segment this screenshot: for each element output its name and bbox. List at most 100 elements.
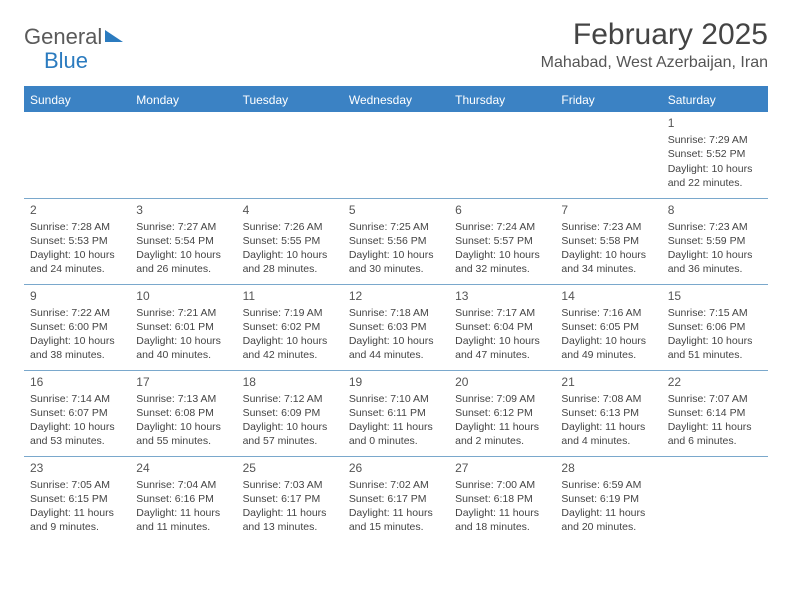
logo-text-2-wrap: Blue: [44, 48, 788, 74]
day-number: 4: [243, 202, 337, 218]
day-number: 16: [30, 374, 124, 390]
weekday-header: Friday: [555, 88, 661, 112]
calendar-cell: 17Sunrise: 7:13 AMSunset: 6:08 PMDayligh…: [130, 370, 236, 456]
day-info: Sunrise: 7:26 AMSunset: 5:55 PMDaylight:…: [243, 220, 337, 277]
calendar-cell: 26 Sunrise: 7:02 AMSunset: 6:17 PMDayligh…: [343, 456, 449, 542]
logo-text-1: General: [24, 24, 102, 50]
calendar-row: 16 Sunrise: 7:14 AMSunset: 6:07 PMDayligh…: [24, 370, 768, 456]
calendar-cell: 10Sunrise: 7:21 AMSunset: 6:01 PMDayligh…: [130, 284, 236, 370]
day-number: 11: [243, 288, 337, 304]
calendar-cell: [343, 112, 449, 198]
day-number: 13: [455, 288, 549, 304]
day-info: Sunrise: 7:09 AMSunset: 6:12 PMDaylight:…: [455, 392, 549, 449]
calendar-cell: 15 Sunrise: 7:15 AMSunset: 6:06 PMDayligh…: [662, 284, 768, 370]
day-info: Sunrise: 7:23 AMSunset: 5:58 PMDaylight:…: [561, 220, 655, 277]
weekday-header: Sunday: [24, 88, 130, 112]
calendar-cell: 19 Sunrise: 7:10 AMSunset: 6:11 PMDayligh…: [343, 370, 449, 456]
calendar-cell: 20 Sunrise: 7:09 AMSunset: 6:12 PMDayligh…: [449, 370, 555, 456]
day-number: 5: [349, 202, 443, 218]
day-number: 8: [668, 202, 762, 218]
logo-text-2: Blue: [44, 48, 88, 73]
calendar-cell: [237, 112, 343, 198]
day-info: Sunrise: 6:59 AMSunset: 6:19 PMDaylight:…: [561, 478, 655, 535]
weekday-header: Wednesday: [343, 88, 449, 112]
calendar-cell: 25Sunrise: 7:03 AMSunset: 6:17 PMDayligh…: [237, 456, 343, 542]
day-number: 24: [136, 460, 230, 476]
day-info: Sunrise: 7:24 AMSunset: 5:57 PMDaylight:…: [455, 220, 549, 277]
day-number: 25: [243, 460, 337, 476]
calendar-cell: 23Sunrise: 7:05 AMSunset: 6:15 PMDayligh…: [24, 456, 130, 542]
logo: General: [24, 18, 123, 50]
calendar-cell: [24, 112, 130, 198]
day-number: 1: [668, 115, 762, 131]
day-number: 18: [243, 374, 337, 390]
day-number: 22: [668, 374, 762, 390]
day-info: Sunrise: 7:18 AMSunset: 6:03 PMDaylight:…: [349, 306, 443, 363]
calendar-cell: 13 Sunrise: 7:17 AMSunset: 6:04 PMDayligh…: [449, 284, 555, 370]
calendar-cell: 18Sunrise: 7:12 AMSunset: 6:09 PMDayligh…: [237, 370, 343, 456]
day-info: Sunrise: 7:10 AMSunset: 6:11 PMDaylight:…: [349, 392, 443, 449]
calendar-cell: [555, 112, 661, 198]
day-info: Sunrise: 7:08 AMSunset: 6:13 PMDaylight:…: [561, 392, 655, 449]
calendar-body: 1 Sunrise: 7:29 AMSunset: 5:52 PMDaylight…: [24, 112, 768, 542]
day-number: 19: [349, 374, 443, 390]
day-number: 21: [561, 374, 655, 390]
calendar-cell: 12Sunrise: 7:18 AMSunset: 6:03 PMDayligh…: [343, 284, 449, 370]
calendar-cell: 24 Sunrise: 7:04 AMSunset: 6:16 PMDayligh…: [130, 456, 236, 542]
calendar-cell: 11 Sunrise: 7:19 AMSunset: 6:02 PMDayligh…: [237, 284, 343, 370]
day-info: Sunrise: 7:16 AMSunset: 6:05 PMDaylight:…: [561, 306, 655, 363]
day-number: 26: [349, 460, 443, 476]
calendar-row: 9Sunrise: 7:22 AMSunset: 6:00 PMDaylight…: [24, 284, 768, 370]
calendar-cell: 27Sunrise: 7:00 AMSunset: 6:18 PMDayligh…: [449, 456, 555, 542]
day-info: Sunrise: 7:28 AMSunset: 5:53 PMDaylight:…: [30, 220, 124, 277]
calendar-cell: 4 Sunrise: 7:26 AMSunset: 5:55 PMDaylight…: [237, 198, 343, 284]
calendar-row: 23Sunrise: 7:05 AMSunset: 6:15 PMDayligh…: [24, 456, 768, 542]
day-number: 2: [30, 202, 124, 218]
day-info: Sunrise: 7:15 AMSunset: 6:06 PMDaylight:…: [668, 306, 762, 363]
day-number: 28: [561, 460, 655, 476]
calendar-cell: 22 Sunrise: 7:07 AMSunset: 6:14 PMDayligh…: [662, 370, 768, 456]
day-number: 23: [30, 460, 124, 476]
day-info: Sunrise: 7:17 AMSunset: 6:04 PMDaylight:…: [455, 306, 549, 363]
day-info: Sunrise: 7:23 AMSunset: 5:59 PMDaylight:…: [668, 220, 762, 277]
day-info: Sunrise: 7:19 AMSunset: 6:02 PMDaylight:…: [243, 306, 337, 363]
logo-sail-icon: [105, 30, 123, 42]
month-title: February 2025: [541, 18, 768, 52]
calendar-cell: 7 Sunrise: 7:23 AMSunset: 5:58 PMDaylight…: [555, 198, 661, 284]
day-number: 14: [561, 288, 655, 304]
day-info: Sunrise: 7:02 AMSunset: 6:17 PMDaylight:…: [349, 478, 443, 535]
day-info: Sunrise: 7:29 AMSunset: 5:52 PMDaylight:…: [668, 133, 762, 190]
calendar-cell: 16 Sunrise: 7:14 AMSunset: 6:07 PMDayligh…: [24, 370, 130, 456]
calendar-cell: [130, 112, 236, 198]
weekday-header: Monday: [130, 88, 236, 112]
day-info: Sunrise: 7:04 AMSunset: 6:16 PMDaylight:…: [136, 478, 230, 535]
day-number: 3: [136, 202, 230, 218]
day-number: 20: [455, 374, 549, 390]
day-info: Sunrise: 7:27 AMSunset: 5:54 PMDaylight:…: [136, 220, 230, 277]
calendar-cell: 28 Sunrise: 6:59 AMSunset: 6:19 PMDayligh…: [555, 456, 661, 542]
calendar-cell: 2 Sunrise: 7:28 AMSunset: 5:53 PMDaylight…: [24, 198, 130, 284]
calendar-cell: 3 Sunrise: 7:27 AMSunset: 5:54 PMDaylight…: [130, 198, 236, 284]
calendar-cell: 9Sunrise: 7:22 AMSunset: 6:00 PMDaylight…: [24, 284, 130, 370]
calendar-cell: 6 Sunrise: 7:24 AMSunset: 5:57 PMDaylight…: [449, 198, 555, 284]
calendar-row: 2 Sunrise: 7:28 AMSunset: 5:53 PMDaylight…: [24, 198, 768, 284]
calendar-cell: 5 Sunrise: 7:25 AMSunset: 5:56 PMDaylight…: [343, 198, 449, 284]
day-number: 7: [561, 202, 655, 218]
day-info: Sunrise: 7:14 AMSunset: 6:07 PMDaylight:…: [30, 392, 124, 449]
weekday-header: Thursday: [449, 88, 555, 112]
day-number: 27: [455, 460, 549, 476]
day-info: Sunrise: 7:21 AMSunset: 6:01 PMDaylight:…: [136, 306, 230, 363]
calendar-cell: 21 Sunrise: 7:08 AMSunset: 6:13 PMDayligh…: [555, 370, 661, 456]
day-info: Sunrise: 7:07 AMSunset: 6:14 PMDaylight:…: [668, 392, 762, 449]
day-info: Sunrise: 7:25 AMSunset: 5:56 PMDaylight:…: [349, 220, 443, 277]
day-number: 17: [136, 374, 230, 390]
calendar-cell: 8 Sunrise: 7:23 AMSunset: 5:59 PMDaylight…: [662, 198, 768, 284]
day-number: 6: [455, 202, 549, 218]
calendar-cell: [662, 456, 768, 542]
weekday-header-row: Sunday Monday Tuesday Wednesday Thursday…: [24, 88, 768, 112]
day-number: 15: [668, 288, 762, 304]
calendar-cell: 1 Sunrise: 7:29 AMSunset: 5:52 PMDaylight…: [662, 112, 768, 198]
calendar-row: 1 Sunrise: 7:29 AMSunset: 5:52 PMDaylight…: [24, 112, 768, 198]
calendar-cell: 14 Sunrise: 7:16 AMSunset: 6:05 PMDayligh…: [555, 284, 661, 370]
weekday-header: Tuesday: [237, 88, 343, 112]
